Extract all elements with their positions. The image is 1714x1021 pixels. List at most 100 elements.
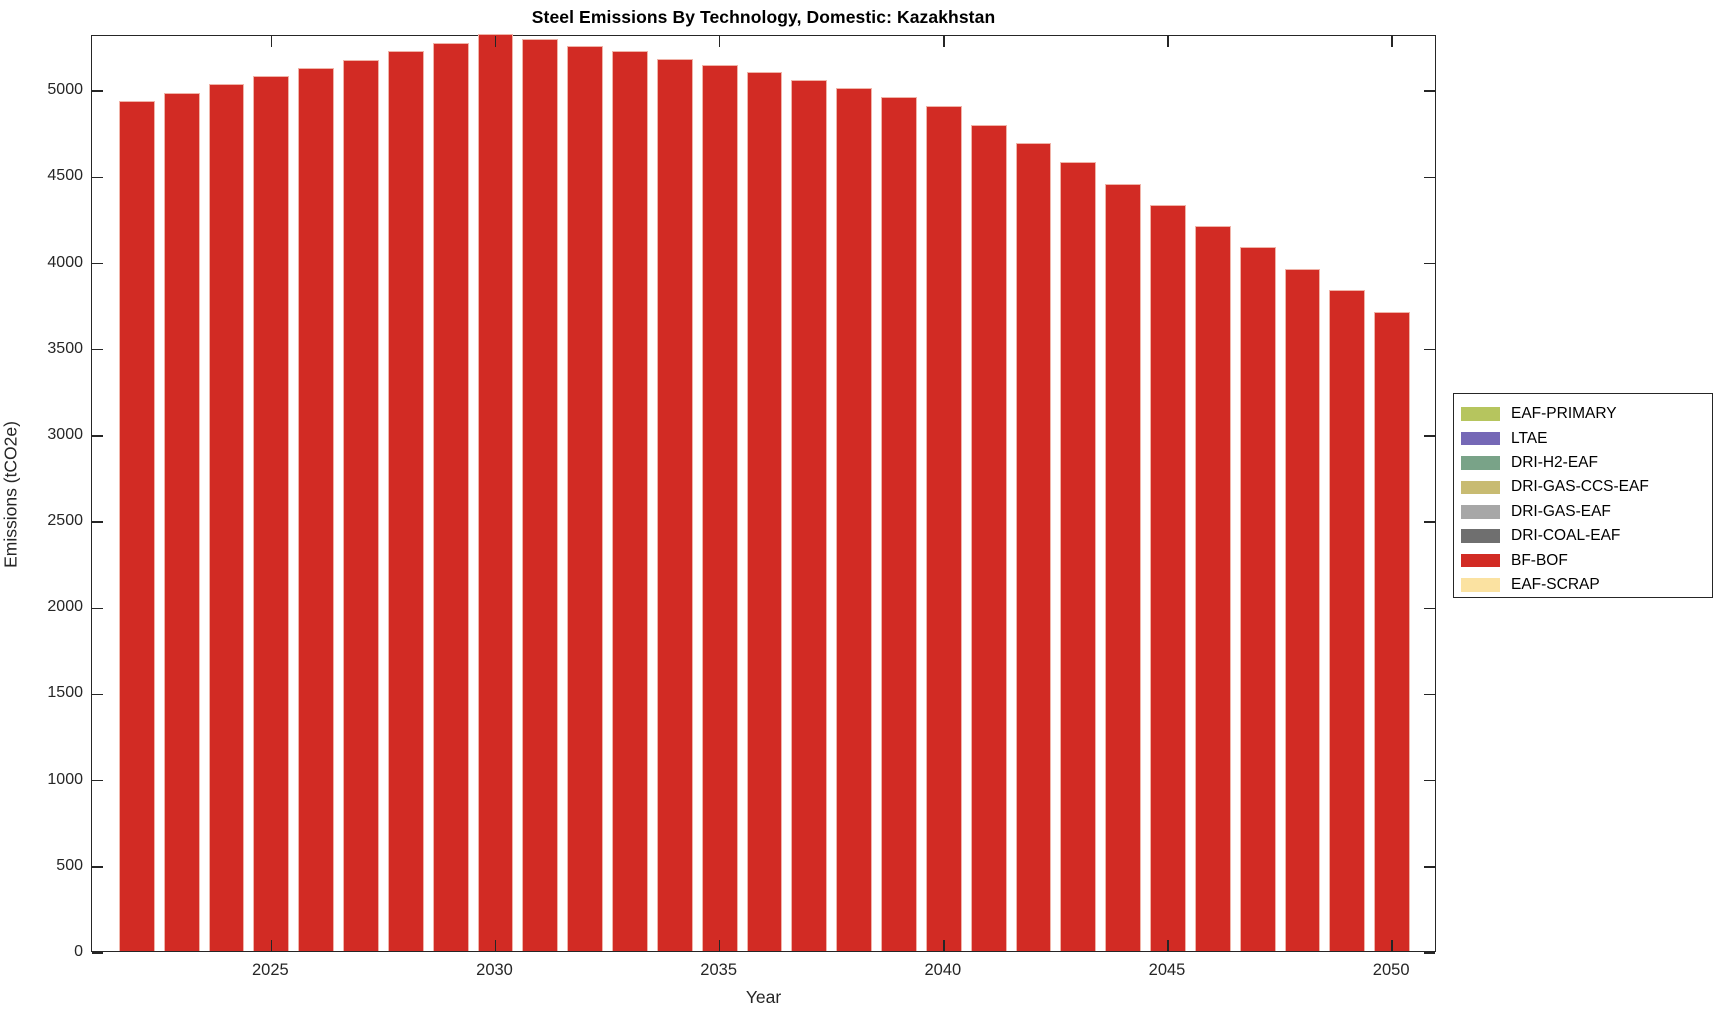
y-tick [92,176,103,179]
legend-item-bf-bof: BF-BOF [1461,548,1712,572]
legend-swatch-icon [1461,480,1500,495]
x-tick [943,36,945,47]
legend-item-dri-gas-eaf: DRI-GAS-EAF [1461,500,1712,524]
bar-bf-bof-2044 [1105,183,1142,951]
plot-area [91,34,1436,954]
bar-bf-bof-2043 [1060,162,1097,951]
bar-bf-bof-2025 [253,76,290,951]
x-tick [1167,940,1169,951]
legend-item-dri-h2-eaf: DRI-H2-EAF [1461,451,1712,475]
y-tick [1424,779,1435,782]
y-tick-label: 4500 [47,167,83,185]
legend-swatch-icon [1461,407,1500,421]
legend-label: LTAE [1511,429,1548,447]
bar-bf-bof-2047 [1239,246,1276,951]
bar-bf-bof-2048 [1284,269,1321,951]
y-tick [1424,607,1435,609]
bar-bf-bof-2023 [163,92,200,951]
y-tick-label: 500 [56,856,83,874]
x-axis-label: Year [745,987,782,1007]
y-tick [92,693,103,696]
y-tick-label: 5000 [47,81,83,99]
x-tick [494,940,497,951]
bar-bf-bof-2030 [477,34,514,951]
y-tick [92,262,103,265]
bar-bf-bof-2049 [1329,289,1366,951]
x-tick [494,36,497,47]
bar-bf-bof-2045 [1150,204,1186,951]
legend-label: EAF-PRIMARY [1511,405,1617,423]
legend-item-dri-coal-eaf: DRI-COAL-EAF [1461,524,1712,548]
y-axis-label: Emissions (tCO2e) [0,421,21,568]
x-tick-label: 2030 [476,961,513,979]
y-tick-label: 2000 [47,598,83,616]
bar-bf-bof-2039 [881,96,917,951]
chart-title: Steel Emissions By Technology, Domestic:… [531,7,996,27]
y-tick [1424,952,1435,954]
bar-bf-bof-2040 [925,105,962,951]
bar-bf-bof-2036 [746,71,783,951]
x-tick-label: 2040 [924,961,962,979]
y-tick [1424,262,1435,265]
legend-swatch-icon [1461,578,1500,592]
legend-swatch-icon [1461,505,1500,519]
bar-bf-bof-2027 [343,59,379,951]
legend-swatch-icon [1461,431,1500,446]
bar-bf-bof-2042 [1015,143,1052,951]
bar-bf-bof-2041 [970,124,1007,951]
y-tick [1424,348,1435,351]
bar-bf-bof-2029 [432,42,469,951]
y-tick-label: 1500 [47,684,83,702]
x-tick-label: 2035 [700,961,738,979]
legend-item-dri-gas-ccs-eaf: DRI-GAS-CCS-EAF [1461,475,1712,499]
x-tick-label: 2045 [1148,961,1186,979]
y-tick-label: 2500 [47,512,83,530]
legend-box: EAF-PRIMARY LTAE DRI-H2-EAF DRI-GAS-CCS-EAF… [1453,393,1713,598]
y-tick [92,779,103,782]
x-tick [270,36,273,47]
y-tick [1424,90,1435,92]
y-tick [1424,521,1435,523]
y-tick [92,521,103,523]
bar-bf-bof-2046 [1194,226,1231,951]
legend-label: DRI-COAL-EAF [1511,527,1621,545]
bar-bf-bof-2024 [208,84,245,951]
y-tick-label: 1000 [47,770,83,788]
y-tick [92,90,103,92]
x-tick-label: 2050 [1372,961,1410,979]
y-tick [92,607,103,609]
legend-item-eaf-scrap: EAF-SCRAP [1461,573,1712,597]
bar-bf-bof-2037 [791,79,828,951]
bar-bf-bof-2033 [612,51,648,951]
legend-label: DRI-H2-EAF [1511,453,1598,471]
bar-bf-bof-2028 [387,51,424,951]
legend-item-ltae: LTAE [1461,426,1712,450]
bar-bf-bof-2038 [836,88,873,951]
x-tick [1391,36,1393,47]
y-tick [1424,866,1435,868]
x-tick-label: 2025 [251,961,289,979]
y-tick-label: 0 [74,943,83,960]
bar-bf-bof-2031 [522,39,559,951]
legend-swatch-icon [1461,529,1500,543]
y-tick [92,866,103,868]
legend-swatch-icon [1461,553,1500,568]
y-tick [1424,176,1435,179]
x-tick [718,36,721,47]
x-tick [1167,36,1169,47]
legend-swatch-icon [1461,456,1500,470]
x-tick [718,940,721,951]
y-tick [1424,435,1435,437]
bar-bf-bof-2022 [118,101,155,951]
x-tick [943,940,945,951]
y-tick [92,435,103,437]
legend-label: DRI-GAS-EAF [1511,502,1611,520]
bar-bf-bof-2026 [298,67,335,951]
legend-label: EAF-SCRAP [1511,575,1600,593]
y-tick [92,952,103,954]
y-tick [1424,693,1435,696]
bar-bf-bof-2050 [1374,311,1411,951]
y-tick-label: 3500 [47,339,83,357]
legend-label: BF-BOF [1511,551,1568,569]
